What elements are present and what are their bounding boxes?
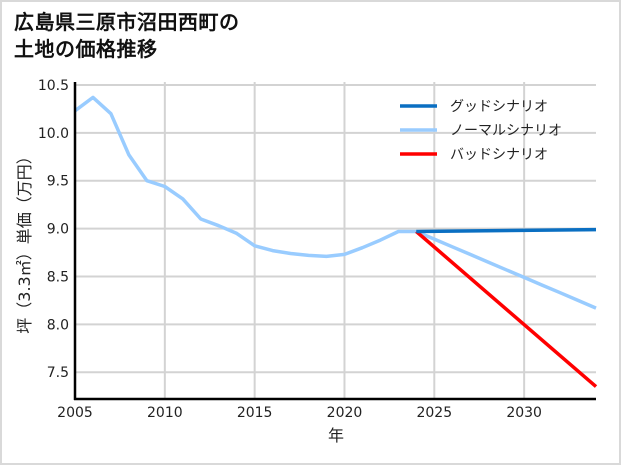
series-lines bbox=[73, 95, 598, 388]
y-tick-label: 9.5 bbox=[47, 174, 69, 190]
tick-labels: 2005 2010 2015 2020 2025 2030 7.5 8.0 8.5 9.0 9.5 1… bbox=[38, 78, 542, 421]
y-tick-label: 8.0 bbox=[47, 317, 69, 333]
x-axis-label: 年 bbox=[328, 426, 344, 445]
x-tick-label: 2005 bbox=[57, 405, 93, 421]
title-line-2: 土地の価格推移 bbox=[14, 37, 158, 61]
y-tick-label: 10.0 bbox=[38, 126, 69, 142]
series-line bbox=[73, 95, 597, 310]
chart-title: 広島県三原市沼田西町の 土地の価格推移 bbox=[14, 9, 240, 63]
legend-label: ノーマルシナリオ bbox=[450, 123, 562, 139]
x-tick-label: 2015 bbox=[237, 405, 273, 421]
x-tick-label: 2010 bbox=[147, 405, 183, 421]
x-tick-label: 2025 bbox=[416, 405, 452, 421]
series-line bbox=[415, 230, 598, 388]
x-tick-label: 2030 bbox=[506, 405, 542, 421]
y-tick-label: 10.5 bbox=[38, 78, 69, 94]
y-tick-label: 7.5 bbox=[47, 365, 69, 381]
y-axis-label: 坪（3.3㎡）単価（万円） bbox=[15, 148, 34, 333]
axes bbox=[73, 82, 596, 401]
legend-label: グッドシナリオ bbox=[450, 99, 548, 115]
legend-label: バッドシナリオ bbox=[450, 147, 548, 163]
title-line-1: 広島県三原市沼田西町の bbox=[14, 10, 240, 34]
series-line bbox=[416, 227, 597, 234]
y-tick-label: 9.0 bbox=[47, 222, 69, 238]
x-tick-label: 2020 bbox=[327, 405, 363, 421]
y-tick-label: 8.5 bbox=[47, 269, 69, 285]
